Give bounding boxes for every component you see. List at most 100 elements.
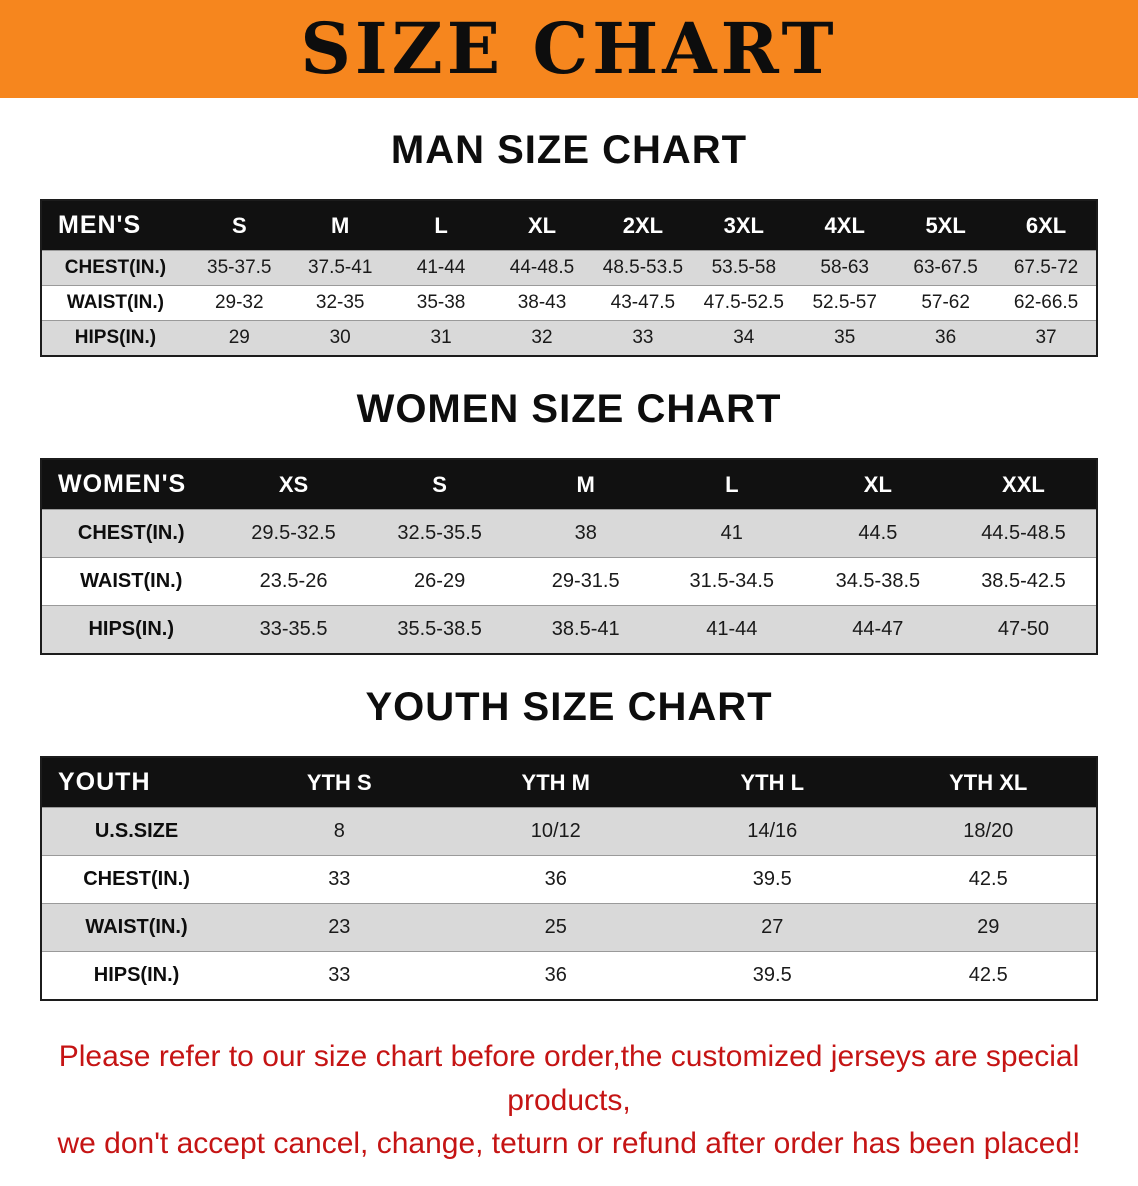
size-column-header: YTH M bbox=[447, 757, 665, 808]
order-policy-line-2: we don't accept cancel, change, teturn o… bbox=[57, 1127, 1081, 1160]
size-column-header: 6XL bbox=[996, 200, 1097, 251]
size-value: 18/20 bbox=[880, 807, 1097, 856]
size-value: 36 bbox=[447, 951, 665, 1000]
size-value: 33 bbox=[592, 320, 694, 356]
size-value: 29-31.5 bbox=[512, 557, 659, 606]
size-value: 41-44 bbox=[658, 605, 805, 654]
title-banner: SIZE CHART bbox=[0, 0, 1138, 98]
size-value: 38 bbox=[512, 509, 659, 558]
size-value: 33-35.5 bbox=[220, 605, 367, 654]
size-value: 47.5-52.5 bbox=[693, 285, 795, 321]
size-value: 29.5-32.5 bbox=[220, 509, 367, 558]
size-value: 37 bbox=[996, 320, 1097, 356]
size-value: 53.5-58 bbox=[693, 250, 795, 286]
size-value: 38.5-42.5 bbox=[950, 557, 1097, 606]
page-title: SIZE CHART bbox=[300, 7, 838, 90]
size-value: 32-35 bbox=[289, 285, 391, 321]
size-value: 41 bbox=[658, 509, 805, 558]
size-value: 32 bbox=[491, 320, 593, 356]
size-value: 27 bbox=[664, 903, 881, 952]
size-column-header: XL bbox=[491, 200, 593, 251]
size-value: 36 bbox=[447, 855, 665, 904]
size-value: 36 bbox=[895, 320, 997, 356]
mens-chart-heading: MAN SIZE CHART bbox=[390, 128, 748, 172]
size-value: 31 bbox=[390, 320, 492, 356]
size-value: 25 bbox=[447, 903, 665, 952]
measurement-row-label: CHEST(IN.) bbox=[41, 250, 189, 286]
size-column-header: XXL bbox=[950, 459, 1097, 510]
size-column-header: XS bbox=[220, 459, 367, 510]
table-header-row: MEN'S S M L XL 2XL 3XL 4XL 5XL 6XL bbox=[41, 200, 1097, 251]
size-value: 33 bbox=[231, 855, 448, 904]
size-column-header: S bbox=[366, 459, 513, 510]
size-value: 30 bbox=[289, 320, 391, 356]
order-policy-line-1: Please refer to our size chart before or… bbox=[58, 1040, 1080, 1117]
size-value: 67.5-72 bbox=[996, 250, 1097, 286]
measurement-row-label: WAIST(IN.) bbox=[41, 557, 221, 606]
size-value: 47-50 bbox=[950, 605, 1097, 654]
measurement-row-label: HIPS(IN.) bbox=[41, 951, 232, 1000]
youth-chart-heading: YOUTH SIZE CHART bbox=[365, 685, 773, 729]
size-column-header: YTH S bbox=[231, 757, 448, 808]
mens-size-section: MAN SIZE CHART MEN'S S M L XL 2XL 3XL 4XL 5XL 6XL… bbox=[0, 128, 1138, 357]
table-corner-label: MEN'S bbox=[41, 200, 189, 251]
size-value: 38-43 bbox=[491, 285, 593, 321]
size-column-header: 5XL bbox=[895, 200, 997, 251]
size-value: 35.5-38.5 bbox=[366, 605, 513, 654]
measurement-row-label: CHEST(IN.) bbox=[41, 855, 232, 904]
size-value: 44.5-48.5 bbox=[950, 509, 1097, 558]
size-value: 44.5 bbox=[804, 509, 951, 558]
size-column-header: 3XL bbox=[693, 200, 795, 251]
size-column-header: M bbox=[512, 459, 659, 510]
size-value: 43-47.5 bbox=[592, 285, 694, 321]
size-value: 35-38 bbox=[390, 285, 492, 321]
table-row: CHEST(IN.) 29.5-32.5 32.5-35.5 38 41 44.5 44.5… bbox=[41, 509, 1097, 558]
size-value: 23 bbox=[231, 903, 448, 952]
womens-size-section: WOMEN SIZE CHART WOMEN'S XS S M L XL XXL CHEST(… bbox=[0, 387, 1138, 655]
size-value: 23.5-26 bbox=[220, 557, 367, 606]
womens-chart-heading: WOMEN SIZE CHART bbox=[356, 387, 782, 431]
size-value: 8 bbox=[231, 807, 448, 856]
size-value: 42.5 bbox=[880, 951, 1097, 1000]
size-value: 38.5-41 bbox=[512, 605, 659, 654]
size-value: 29-32 bbox=[188, 285, 290, 321]
size-column-header: YTH L bbox=[664, 757, 881, 808]
table-row: HIPS(IN.) 33-35.5 35.5-38.5 38.5-41 41-44 44-… bbox=[41, 605, 1097, 654]
size-column-header: 4XL bbox=[794, 200, 896, 251]
size-column-header: L bbox=[658, 459, 805, 510]
table-row: WAIST(IN.) 23 25 27 29 bbox=[41, 903, 1097, 952]
size-value: 62-66.5 bbox=[996, 285, 1097, 321]
table-row: HIPS(IN.) 29 30 31 32 33 34 35 36 37 bbox=[41, 320, 1097, 356]
size-value: 32.5-35.5 bbox=[366, 509, 513, 558]
size-column-header: YTH XL bbox=[880, 757, 1097, 808]
table-row: WAIST(IN.) 29-32 32-35 35-38 38-43 43-47.5 47.… bbox=[41, 285, 1097, 321]
measurement-row-label: CHEST(IN.) bbox=[41, 509, 221, 558]
youth-size-section: YOUTH SIZE CHART YOUTH YTH S YTH M YTH L YTH… bbox=[0, 685, 1138, 1001]
size-column-header: 2XL bbox=[592, 200, 694, 251]
size-value: 14/16 bbox=[664, 807, 881, 856]
size-column-header: L bbox=[390, 200, 492, 251]
table-header-row: WOMEN'S XS S M L XL XXL bbox=[41, 459, 1097, 510]
size-value: 63-67.5 bbox=[895, 250, 997, 286]
size-value: 33 bbox=[231, 951, 448, 1000]
size-value: 31.5-34.5 bbox=[658, 557, 805, 606]
size-column-header: XL bbox=[804, 459, 951, 510]
size-value: 35-37.5 bbox=[188, 250, 290, 286]
size-value: 10/12 bbox=[447, 807, 665, 856]
table-corner-label: WOMEN'S bbox=[41, 459, 221, 510]
size-column-header: S bbox=[188, 200, 290, 251]
table-row: U.S.SIZE 8 10/12 14/16 18/20 bbox=[41, 807, 1097, 856]
order-policy-note: Please refer to our size chart before or… bbox=[30, 1035, 1108, 1166]
size-value: 37.5-41 bbox=[289, 250, 391, 286]
youth-size-table: YOUTH YTH S YTH M YTH L YTH XL U.S.SIZE 8 10/12… bbox=[40, 756, 1098, 1001]
size-value: 44-48.5 bbox=[491, 250, 593, 286]
size-value: 44-47 bbox=[804, 605, 951, 654]
table-row: HIPS(IN.) 33 36 39.5 42.5 bbox=[41, 951, 1097, 1000]
size-value: 52.5-57 bbox=[794, 285, 896, 321]
mens-size-table: MEN'S S M L XL 2XL 3XL 4XL 5XL 6XL CHEST(IN.) 35-37… bbox=[40, 199, 1098, 357]
size-value: 34.5-38.5 bbox=[804, 557, 951, 606]
table-corner-label: YOUTH bbox=[41, 757, 232, 808]
size-value: 39.5 bbox=[664, 855, 881, 904]
size-value: 29 bbox=[188, 320, 290, 356]
size-value: 57-62 bbox=[895, 285, 997, 321]
